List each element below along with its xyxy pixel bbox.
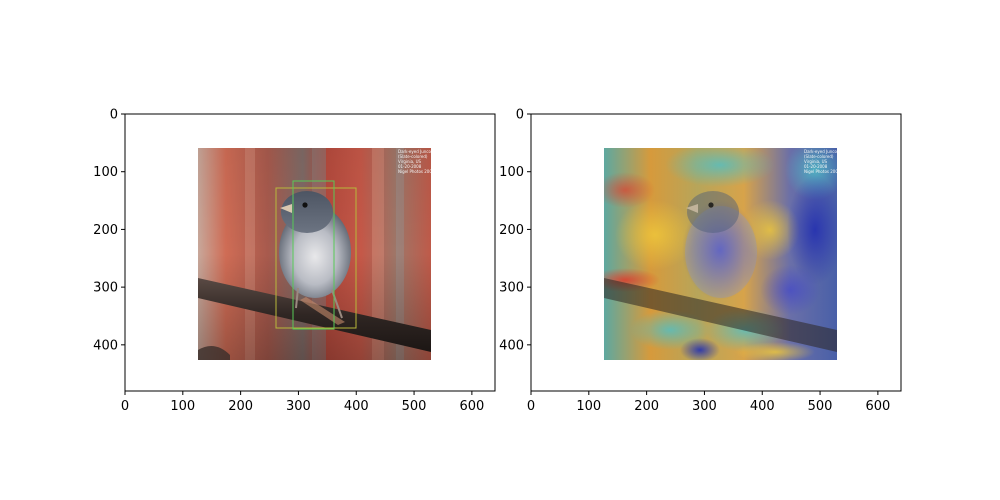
x-tick-label: 500	[402, 399, 427, 414]
watermark-line-4: 01-20-2008	[804, 164, 828, 169]
watermark-line-2: (Slate-colored)	[804, 154, 834, 159]
watermark-line-5: Nigel Photos 2008	[398, 169, 435, 174]
y-tick-label: 400	[93, 338, 118, 353]
x-tick-label: 300	[692, 399, 717, 414]
watermark-line-1: Dark-eyed Junco	[804, 149, 837, 154]
axes-right: Dark-eyed Junco (Slate-colored) Virginia…	[499, 108, 902, 415]
x-tick-label: 600	[459, 399, 484, 414]
y-tick-label: 200	[499, 223, 524, 238]
watermark-line-3: Virginia, US	[804, 159, 828, 164]
y-tick-label: 0	[516, 108, 524, 123]
bird-heatmap-overlay: Dark-eyed Junco (Slate-colored) Virginia…	[604, 148, 841, 360]
x-tick-label: 100	[170, 399, 195, 414]
watermark-line-5: Nigel Photos 2008	[804, 169, 841, 174]
y-tick-label: 100	[499, 165, 524, 180]
axes-left-ticks: 0 100 200 300 400 500 600 0 100 200 300 400	[93, 108, 484, 415]
watermark-line-3: Virginia, US	[398, 159, 422, 164]
watermark-line-4: 01-20-2008	[398, 164, 422, 169]
y-tick-label: 0	[110, 108, 118, 123]
x-tick-label: 400	[750, 399, 775, 414]
bounding-box-green	[292, 180, 335, 330]
y-tick-label: 100	[93, 165, 118, 180]
bird-photo: Dark-eyed Junco (Slate-colored) Virginia…	[198, 148, 435, 360]
y-tick-label: 300	[93, 281, 118, 296]
watermark-line-2: (Slate-colored)	[398, 154, 428, 159]
x-tick-label: 300	[286, 399, 311, 414]
x-tick-label: 400	[344, 399, 369, 414]
bounding-box-yellow	[275, 187, 357, 329]
x-tick-label: 0	[527, 399, 535, 414]
x-tick-label: 200	[634, 399, 659, 414]
y-tick-label: 300	[499, 281, 524, 296]
x-tick-label: 600	[865, 399, 890, 414]
x-tick-label: 500	[808, 399, 833, 414]
axes-left: Dark-eyed Junco (Slate-colored) Virginia…	[93, 108, 496, 415]
x-tick-label: 200	[228, 399, 253, 414]
x-tick-label: 100	[576, 399, 601, 414]
y-tick-label: 400	[499, 338, 524, 353]
axes-right-ticks: 0 100 200 300 400 500 600 0 100 200 300 400	[499, 108, 890, 415]
watermark-line-1: Dark-eyed Junco	[398, 149, 431, 154]
x-tick-label: 0	[121, 399, 129, 414]
y-tick-label: 200	[93, 223, 118, 238]
